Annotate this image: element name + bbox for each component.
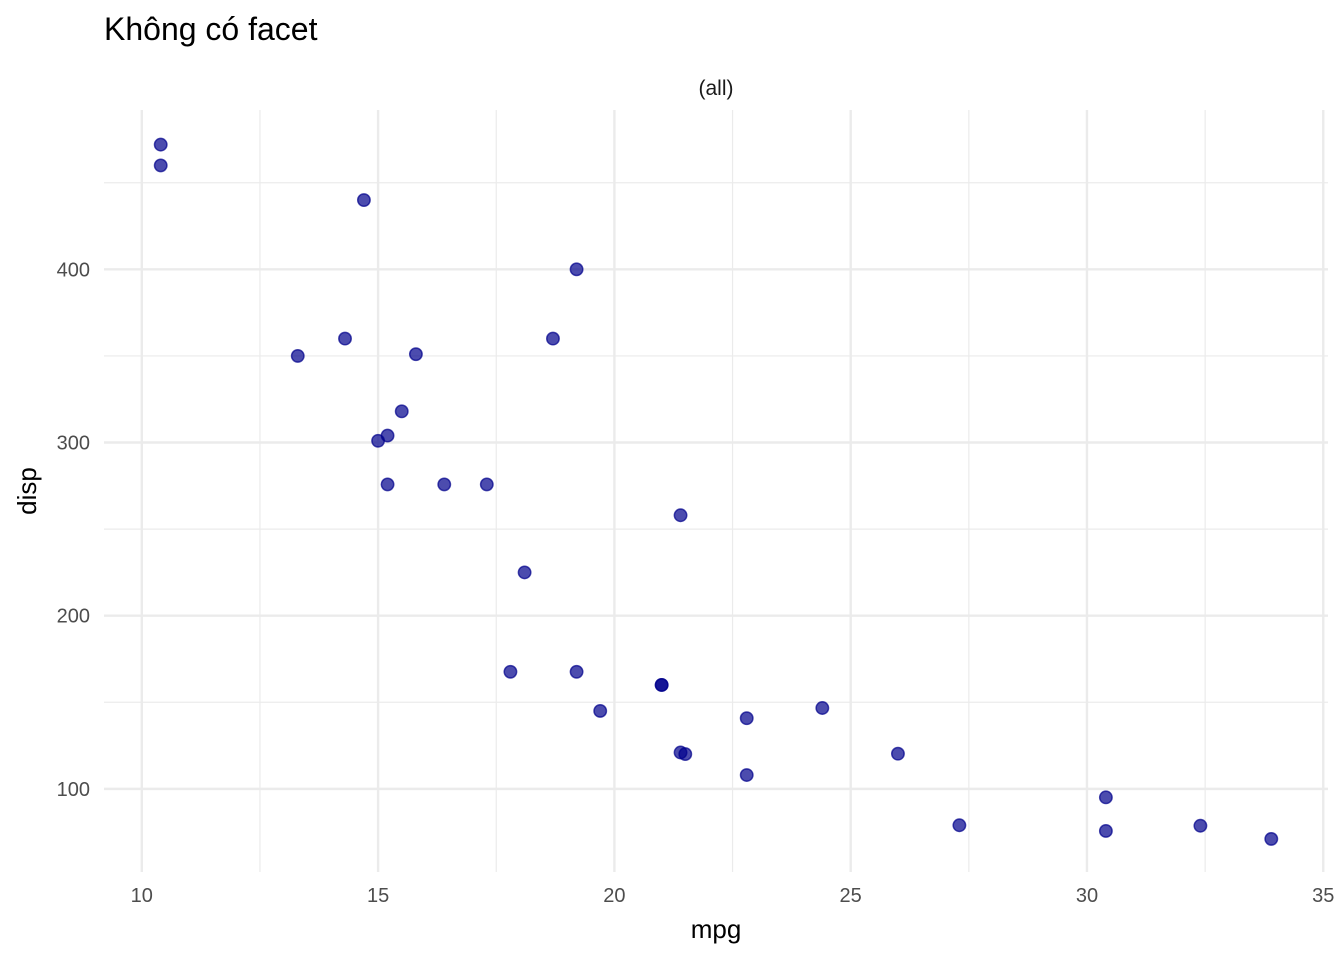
x-tick-label: 25 — [840, 885, 862, 907]
data-point — [479, 477, 494, 492]
data-point — [654, 678, 669, 692]
data-point — [739, 711, 754, 726]
data-point — [153, 158, 168, 173]
data-point — [673, 745, 688, 760]
data-point — [437, 477, 452, 492]
data-point — [569, 262, 584, 277]
y-tick-label: 300 — [57, 433, 90, 455]
data-point — [815, 701, 830, 715]
data-point — [371, 433, 386, 448]
data-point — [1264, 831, 1279, 846]
data-point — [593, 703, 608, 718]
data-point — [338, 331, 352, 346]
data-point — [1098, 790, 1113, 805]
x-axis-tick-labels: 10 15 20 25 30 35 — [131, 885, 1335, 907]
data-point — [1193, 818, 1208, 833]
facet-strip-label: (all) — [699, 77, 734, 100]
data-points — [153, 137, 1279, 846]
x-tick-label: 15 — [367, 885, 389, 907]
data-point — [408, 347, 423, 362]
y-tick-label: 200 — [57, 606, 90, 628]
data-point — [952, 818, 967, 833]
y-axis-tick-labels: 100 200 300 400 — [57, 259, 90, 801]
data-point — [153, 137, 168, 152]
y-axis-title: disp — [12, 467, 42, 515]
data-point — [380, 477, 395, 492]
data-point — [890, 746, 905, 761]
grid-lines — [104, 110, 1328, 872]
x-tick-label: 30 — [1076, 885, 1098, 907]
y-tick-label: 400 — [57, 259, 90, 281]
data-point — [673, 508, 688, 523]
data-point — [394, 404, 409, 419]
x-tick-label: 35 — [1312, 885, 1334, 907]
data-point — [569, 664, 584, 679]
data-point — [517, 565, 532, 580]
x-axis-title: mpg — [691, 914, 742, 944]
x-tick-label: 10 — [131, 885, 153, 907]
chart-title: Không có facet — [104, 11, 318, 47]
y-tick-label: 100 — [57, 779, 90, 801]
data-point — [1098, 824, 1113, 838]
data-point — [739, 768, 754, 782]
data-point — [356, 193, 371, 208]
data-point — [546, 331, 560, 346]
data-point — [503, 664, 518, 679]
x-tick-label: 20 — [603, 885, 625, 907]
data-point — [290, 348, 305, 363]
